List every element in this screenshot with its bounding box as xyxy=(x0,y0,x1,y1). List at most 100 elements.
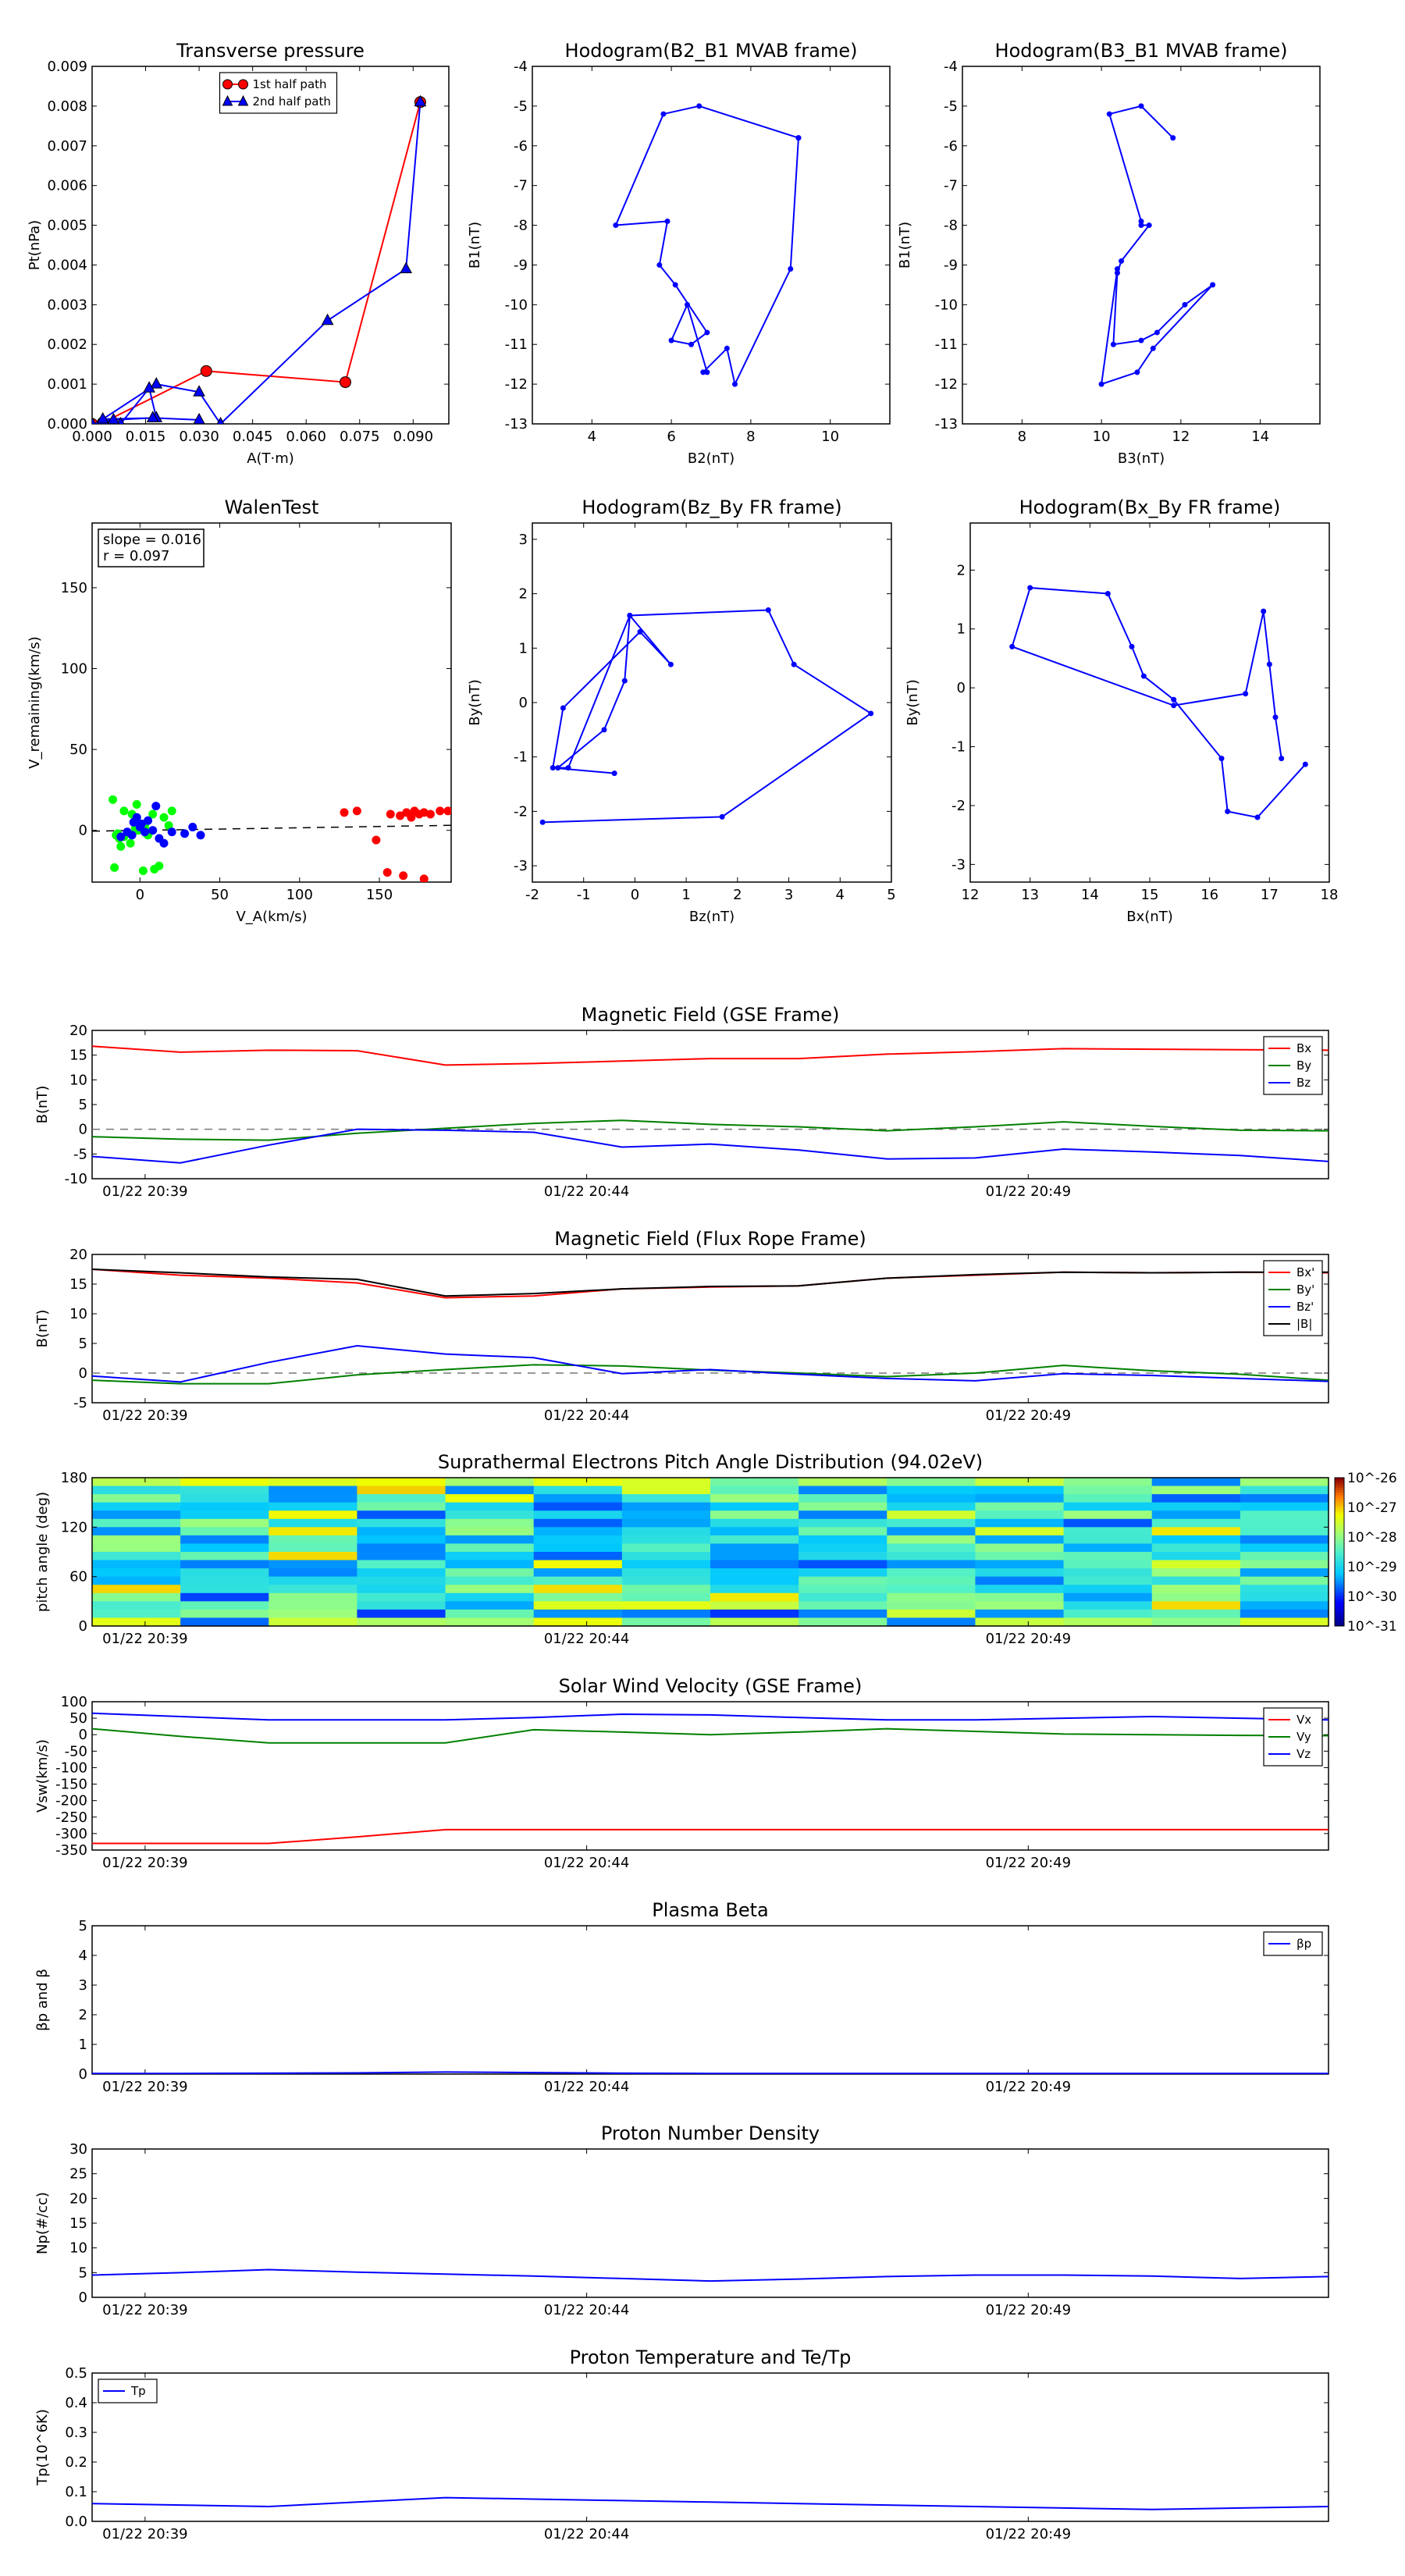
scatter-point xyxy=(144,816,153,825)
y-tick-label: -3 xyxy=(951,856,966,873)
heatmap-cell xyxy=(799,1601,887,1610)
x-tick-label: 12 xyxy=(1172,429,1190,445)
colorbar-segment xyxy=(1335,1489,1344,1493)
y-tick-label: 30 xyxy=(69,2141,87,2158)
heatmap-cell xyxy=(92,1601,181,1610)
scatter-point xyxy=(151,802,161,811)
colorbar-segment xyxy=(1335,1578,1344,1582)
data-point xyxy=(1150,345,1156,351)
y-tick-label: 3 xyxy=(79,1977,87,1994)
panel-8: 10^-26 10^-27 10^-28 10^-29 10^-30 10^-31 01/2… xyxy=(61,1470,1397,1647)
chart-title: Proton Temperature and Te/Tp xyxy=(570,2347,852,2368)
colorbar-segment xyxy=(1335,1497,1344,1500)
data-point xyxy=(621,678,628,684)
heatmap-cell xyxy=(710,1552,799,1561)
heatmap-cell xyxy=(92,1502,181,1511)
x-tick-label: 0.090 xyxy=(393,429,434,445)
heatmap-cell xyxy=(799,1485,887,1495)
scatter-point xyxy=(150,864,159,873)
heatmap-cell xyxy=(180,1560,269,1569)
y-tick-label: 2 xyxy=(79,2007,87,2023)
heatmap-cell xyxy=(621,1609,711,1619)
scatter-point xyxy=(138,866,148,875)
heatmap-cell xyxy=(887,1527,976,1536)
heatmap-cell xyxy=(92,1494,181,1503)
heatmap-cell xyxy=(533,1478,623,1487)
y-tick-label: -1 xyxy=(514,749,528,766)
heatmap-cell xyxy=(357,1510,446,1520)
scatter-point xyxy=(110,863,119,872)
x-tick-label: 0 xyxy=(136,887,144,903)
plot-area xyxy=(92,1268,1329,1385)
heatmap-cell xyxy=(887,1485,976,1495)
scatter-point xyxy=(148,826,158,835)
heatmap-cell xyxy=(1063,1560,1153,1569)
x-tick-label: 15 xyxy=(1141,887,1159,903)
y-tick-label: 0.1 xyxy=(65,2484,87,2500)
heatmap-cell xyxy=(180,1552,269,1561)
heatmap-cell xyxy=(357,1609,446,1619)
series-line-Tp xyxy=(92,2496,1329,2510)
y-tick-label: -200 xyxy=(55,1793,87,1809)
x-tick-label: 01/22 20:44 xyxy=(544,2079,629,2095)
y-tick-label: 0 xyxy=(79,1727,87,1743)
colorbar-segment xyxy=(1335,1561,1344,1565)
x-tick-label: 01/22 20:49 xyxy=(986,1631,1071,1647)
scatter-point xyxy=(167,806,176,816)
x-tick-label: 14 xyxy=(1251,429,1269,445)
heatmap-cell xyxy=(445,1535,535,1545)
plot-area xyxy=(92,2268,1329,2282)
colorbar-segment xyxy=(1335,1549,1344,1553)
colorbar-segment xyxy=(1335,1601,1344,1604)
heatmap-cell xyxy=(92,1543,181,1553)
chart-title: Hodogram(Bz_By FR frame) xyxy=(582,496,841,518)
y-axis-label: pitch angle (deg) xyxy=(34,1492,51,1612)
heatmap-cell xyxy=(887,1552,976,1561)
x-tick-label: 8 xyxy=(1018,429,1026,445)
heatmap-cell xyxy=(799,1592,887,1602)
heatmap-cell xyxy=(269,1568,358,1578)
y-tick-label: 15 xyxy=(69,1048,87,1064)
heatmap-cell xyxy=(621,1576,711,1585)
heatmap-cell xyxy=(799,1585,887,1594)
heatmap-cell xyxy=(975,1576,1065,1585)
y-tick-label: 0 xyxy=(79,823,87,839)
data-point xyxy=(1171,703,1177,709)
y-tick-label: -350 xyxy=(55,1842,87,1859)
heatmap-cell xyxy=(357,1576,446,1585)
colorbar-segment xyxy=(1335,1500,1344,1503)
data-point xyxy=(704,329,710,336)
heatmap-cell xyxy=(445,1601,535,1610)
x-tick-label: 01/22 20:44 xyxy=(544,1407,629,1424)
y-axis-label: Vsw(km/s) xyxy=(34,1739,51,1813)
colorbar-segment xyxy=(1335,1574,1344,1578)
scatter-point xyxy=(159,813,169,822)
heatmap-cell xyxy=(887,1609,976,1619)
y-tick-label: 0.008 xyxy=(47,98,87,115)
heatmap-cell xyxy=(445,1485,535,1495)
chart-title: Transverse pressure xyxy=(176,40,365,62)
heatmap-cell xyxy=(710,1592,799,1602)
scatter-point xyxy=(108,795,118,804)
heatmap-cell xyxy=(1063,1601,1153,1610)
scatter-point xyxy=(155,834,164,843)
plot-frame xyxy=(91,1477,1329,1627)
heatmap-cell xyxy=(445,1494,535,1503)
heatmap-cell xyxy=(1063,1543,1153,1553)
heatmap-cell xyxy=(621,1592,711,1602)
heatmap-cell xyxy=(1151,1494,1241,1503)
scatter-point xyxy=(116,832,126,841)
heatmap-cell xyxy=(357,1478,446,1487)
heatmap-cell xyxy=(92,1552,181,1561)
heatmap-cell xyxy=(975,1592,1065,1602)
heatmap-cell xyxy=(1151,1543,1241,1553)
heatmap-cell xyxy=(975,1585,1065,1594)
heatmap-cell xyxy=(975,1560,1065,1569)
scatter-point xyxy=(148,809,158,819)
x-tick-label: 01/22 20:49 xyxy=(986,2526,1071,2542)
series-line-0 xyxy=(614,105,799,387)
heatmap-cell xyxy=(92,1478,181,1487)
legend-label: Bz xyxy=(1297,1076,1311,1090)
x-tick-label: 16 xyxy=(1200,887,1218,903)
colorbar-segment xyxy=(1335,1546,1344,1550)
